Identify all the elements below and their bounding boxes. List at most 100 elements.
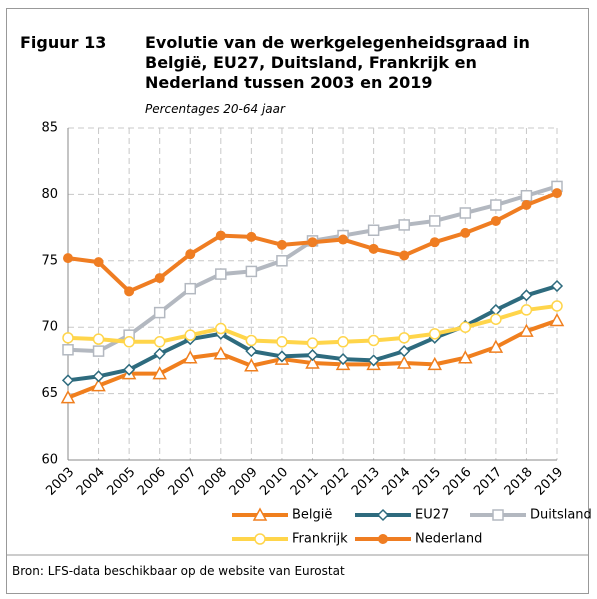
marker: [60, 390, 76, 404]
marker: [92, 333, 105, 345]
marker: [427, 356, 443, 371]
marker: [91, 378, 106, 392]
y-tick-label: 80: [41, 187, 58, 202]
marker: [185, 249, 196, 260]
marker: [337, 336, 349, 348]
marker: [154, 273, 165, 284]
marker: [182, 350, 198, 364]
marker: [429, 215, 441, 227]
chart-subtitle: Percentages 20-64 jaar: [145, 102, 285, 116]
marker: [338, 234, 349, 245]
marker: [552, 188, 562, 199]
chart-title: Evolutie van de werkgelegenheidsgraad in…: [145, 33, 530, 92]
marker: [92, 370, 105, 383]
marker: [93, 257, 104, 268]
marker: [490, 215, 501, 226]
marker: [62, 344, 74, 356]
chart: 60 65 70 75 80 85 2003200420052006200720082009…: [6, 121, 592, 556]
legend-label: Frankrijk: [292, 532, 348, 547]
marker: [153, 336, 166, 348]
marker: [459, 321, 472, 333]
marker: [398, 219, 410, 231]
marker: [276, 255, 288, 267]
marker: [275, 350, 288, 363]
marker: [337, 353, 350, 366]
x-tick-label: 2016: [441, 465, 475, 499]
x-tick-label: 2007: [166, 465, 200, 499]
marker: [367, 224, 380, 237]
marker: [367, 334, 380, 347]
marker: [519, 323, 534, 337]
x-tick-label: 2008: [196, 465, 230, 499]
y-tick-label: 60: [41, 453, 58, 468]
marker: [458, 350, 473, 364]
frame: [6, 8, 589, 594]
marker: [376, 508, 390, 522]
marker: [124, 286, 135, 297]
marker: [378, 534, 388, 544]
y-tick-label: 75: [41, 253, 58, 268]
marker: [460, 227, 471, 238]
marker: [306, 337, 319, 349]
x-tick-label: 2003: [43, 465, 77, 499]
marker: [398, 345, 411, 358]
marker: [492, 509, 504, 521]
x-tick-label: 2019: [532, 465, 566, 499]
marker: [305, 355, 320, 369]
marker: [215, 268, 227, 280]
x-tick-label: 2014: [379, 465, 413, 499]
x-tick-label: 2011: [288, 465, 322, 499]
x-tick-label: 2018: [502, 465, 536, 499]
marker: [123, 363, 136, 376]
x-tick-label: 2009: [227, 465, 261, 499]
marker: [429, 328, 441, 340]
legend-label: België: [292, 508, 332, 523]
marker: [488, 339, 504, 353]
marker: [153, 347, 166, 360]
marker: [62, 332, 74, 344]
marker: [152, 366, 167, 380]
figure-label: Figuur 13: [20, 33, 107, 52]
marker: [244, 358, 259, 372]
x-tick-label: 2005: [104, 465, 138, 499]
marker: [276, 239, 287, 250]
legend-label: EU27: [415, 508, 449, 523]
marker: [92, 345, 105, 357]
marker: [254, 533, 266, 545]
marker: [367, 354, 380, 367]
marker: [252, 507, 268, 521]
x-tick-label: 2010: [257, 465, 291, 499]
y-tick-label: 70: [41, 320, 58, 335]
marker: [307, 237, 318, 248]
marker: [184, 329, 196, 341]
x-tick-label: 2004: [74, 465, 108, 499]
legend-label: Nederland: [415, 532, 482, 547]
marker: [459, 207, 472, 219]
x-tick-label: 2012: [318, 465, 352, 499]
marker: [215, 230, 226, 241]
marker: [551, 300, 563, 312]
legend-label: Duitsland: [530, 508, 592, 523]
y-tick-label: 65: [41, 386, 58, 401]
marker: [245, 334, 258, 347]
x-tick-label: 2017: [471, 465, 505, 499]
marker: [398, 332, 410, 344]
source: Bron: LFS-data beschikbaar op de website…: [12, 564, 345, 578]
marker: [61, 374, 75, 387]
marker: [490, 313, 502, 325]
marker: [396, 355, 412, 369]
marker: [213, 346, 229, 360]
y-tick-label: 85: [41, 121, 58, 136]
marker: [520, 289, 533, 302]
marker: [63, 253, 73, 264]
marker: [184, 282, 196, 295]
marker: [399, 250, 410, 261]
marker: [276, 336, 288, 348]
marker: [520, 304, 533, 316]
marker: [520, 189, 533, 202]
x-tick-label: 2006: [135, 465, 169, 499]
marker: [306, 349, 319, 362]
marker: [368, 243, 379, 254]
marker: [549, 312, 565, 327]
